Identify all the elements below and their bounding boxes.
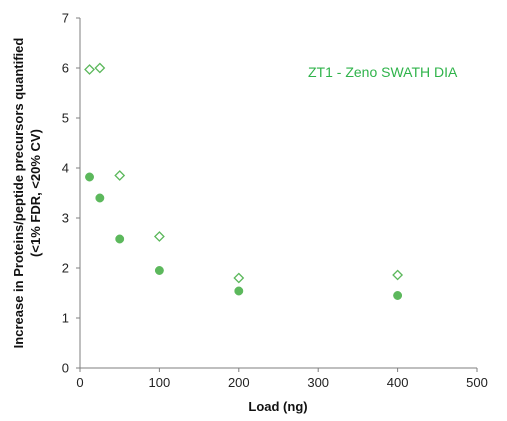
data-point-circle xyxy=(115,234,125,244)
data-point-diamond xyxy=(94,62,106,74)
y-axis-ticks: 0 1 2 3 4 5 6 7 xyxy=(62,11,80,376)
y-tick-label: 5 xyxy=(62,111,69,126)
y-axis-title-line: Increase in Proteins/peptide precursors … xyxy=(11,38,26,349)
y-tick-label: 0 xyxy=(62,361,69,376)
data-point-diamond xyxy=(153,231,165,242)
chart-annotation: ZT1 - Zeno SWATH DIA xyxy=(308,64,458,80)
x-axis-ticks: 0 100 200 300 400 500 xyxy=(76,368,488,390)
x-tick-label: 100 xyxy=(149,375,171,390)
x-tick-label: 200 xyxy=(228,375,250,390)
data-point-diamond xyxy=(84,64,95,75)
data-point-diamond xyxy=(233,272,245,284)
y-tick-label: 1 xyxy=(62,311,69,326)
y-axis-title-line: (<1% FDR, <20% CV) xyxy=(28,129,43,257)
data-point-circle xyxy=(95,193,105,203)
x-tick-label: 400 xyxy=(387,375,409,390)
y-axis-title: Increase in Proteins/peptide precursors … xyxy=(11,38,43,349)
data-point-circle xyxy=(85,172,94,182)
y-tick-label: 4 xyxy=(62,161,69,176)
data-points xyxy=(84,62,404,300)
x-tick-label: 0 xyxy=(76,375,83,390)
x-tick-label: 500 xyxy=(466,375,488,390)
x-tick-label: 300 xyxy=(307,375,329,390)
x-axis-title: Load (ng) xyxy=(248,399,307,414)
data-point-circle xyxy=(154,266,164,275)
y-tick-label: 2 xyxy=(62,261,69,276)
data-point-circle xyxy=(393,291,403,300)
data-point-diamond xyxy=(114,170,126,181)
y-tick-label: 3 xyxy=(62,211,69,226)
y-tick-label: 7 xyxy=(62,11,69,26)
data-point-diamond xyxy=(392,269,404,281)
y-tick-label: 6 xyxy=(62,61,69,76)
data-point-circle xyxy=(234,286,244,296)
